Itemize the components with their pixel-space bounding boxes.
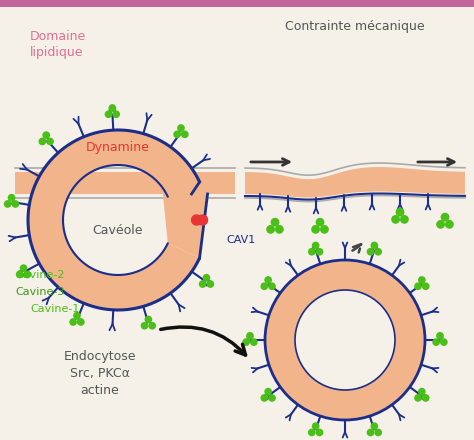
Circle shape <box>396 208 404 216</box>
Circle shape <box>264 276 272 284</box>
Circle shape <box>38 138 46 145</box>
Circle shape <box>441 213 449 222</box>
Circle shape <box>312 422 319 430</box>
Circle shape <box>391 215 400 224</box>
Circle shape <box>374 248 382 256</box>
Circle shape <box>414 282 422 290</box>
Circle shape <box>371 242 378 249</box>
Circle shape <box>8 194 15 202</box>
Circle shape <box>371 422 378 430</box>
Circle shape <box>173 131 181 138</box>
Text: Dynamine: Dynamine <box>86 141 150 154</box>
Text: CAV1: CAV1 <box>226 235 255 245</box>
Circle shape <box>250 338 258 346</box>
Circle shape <box>199 280 207 288</box>
Circle shape <box>265 260 425 420</box>
Circle shape <box>207 280 214 288</box>
Circle shape <box>275 225 284 234</box>
Circle shape <box>436 332 444 340</box>
Bar <box>0 0 474 7</box>
Circle shape <box>312 242 319 249</box>
Polygon shape <box>163 194 208 258</box>
Circle shape <box>432 338 440 346</box>
Circle shape <box>177 124 185 132</box>
Circle shape <box>311 225 320 234</box>
Circle shape <box>316 218 324 227</box>
Circle shape <box>198 215 208 225</box>
Circle shape <box>246 332 254 340</box>
Circle shape <box>181 131 189 138</box>
Polygon shape <box>168 182 200 197</box>
Circle shape <box>268 394 276 402</box>
Circle shape <box>260 282 268 290</box>
Circle shape <box>422 282 429 290</box>
Circle shape <box>400 215 409 224</box>
Polygon shape <box>245 167 465 198</box>
Circle shape <box>242 338 250 346</box>
Circle shape <box>418 276 426 284</box>
Circle shape <box>11 200 19 208</box>
Text: Cavine-3: Cavine-3 <box>15 287 64 297</box>
Circle shape <box>112 110 120 118</box>
Circle shape <box>436 220 445 229</box>
Circle shape <box>46 138 54 145</box>
Circle shape <box>266 225 275 234</box>
Circle shape <box>268 282 276 290</box>
Circle shape <box>374 429 382 436</box>
Circle shape <box>316 429 323 436</box>
FancyArrowPatch shape <box>161 327 246 355</box>
Circle shape <box>4 200 11 208</box>
Circle shape <box>42 131 50 139</box>
Circle shape <box>73 312 81 319</box>
Circle shape <box>422 394 429 402</box>
Text: Cavine-1: Cavine-1 <box>30 304 79 314</box>
Circle shape <box>308 248 316 256</box>
Text: Endocytose
Src, PKCα
actine: Endocytose Src, PKCα actine <box>64 350 136 397</box>
Polygon shape <box>28 130 200 310</box>
Bar <box>15 172 235 194</box>
Circle shape <box>308 429 316 436</box>
Circle shape <box>271 218 279 227</box>
Circle shape <box>148 322 156 330</box>
Circle shape <box>109 104 116 112</box>
Circle shape <box>20 264 27 272</box>
Circle shape <box>202 274 210 282</box>
Text: Cavéole: Cavéole <box>93 224 143 237</box>
Circle shape <box>440 338 448 346</box>
Circle shape <box>367 429 374 436</box>
Circle shape <box>69 318 77 326</box>
Circle shape <box>77 318 85 326</box>
Text: Cavine-2: Cavine-2 <box>15 270 64 280</box>
Circle shape <box>320 225 329 234</box>
Circle shape <box>145 315 152 323</box>
Circle shape <box>105 110 112 118</box>
Circle shape <box>295 290 395 390</box>
Circle shape <box>191 215 201 225</box>
Text: Contrainte mécanique: Contrainte mécanique <box>285 20 425 33</box>
Circle shape <box>367 248 374 256</box>
Circle shape <box>316 248 323 256</box>
Circle shape <box>141 322 148 330</box>
FancyArrowPatch shape <box>353 244 361 253</box>
Circle shape <box>260 394 268 402</box>
Circle shape <box>264 388 272 396</box>
Circle shape <box>16 271 24 279</box>
Circle shape <box>24 271 31 279</box>
Circle shape <box>414 394 422 402</box>
Circle shape <box>418 388 426 396</box>
Circle shape <box>445 220 454 229</box>
Text: Domaine
lipidique: Domaine lipidique <box>30 30 86 59</box>
